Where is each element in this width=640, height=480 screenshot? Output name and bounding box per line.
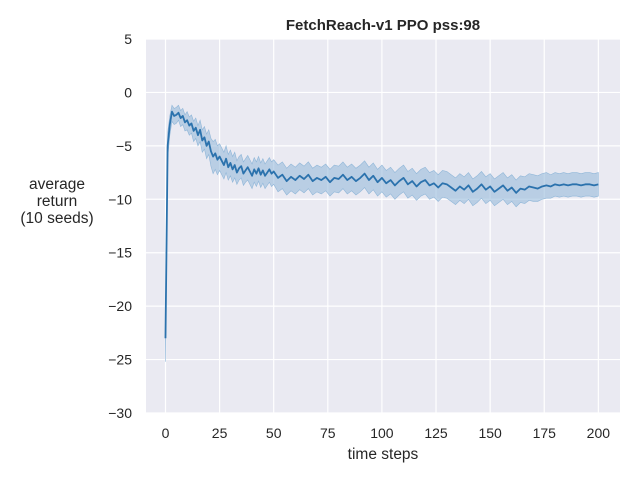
x-tick-label: 200 [587,425,611,441]
x-tick-label: 175 [533,425,557,441]
x-tick-label: 50 [266,425,282,441]
x-tick-label: 25 [212,425,228,441]
plot-area [146,39,620,413]
chart-title: FetchReach-v1 PPO pss:98 [286,17,480,34]
mean-return-line [164,110,599,339]
y-axis-label-line-1: average [29,176,85,193]
x-tick-label: 125 [424,425,448,441]
y-tick-label: −30 [108,405,132,421]
x-axis-label: time steps [348,446,419,463]
x-tick-labels: 0 25 50 75 100 125 150 175 200 [162,425,611,441]
y-axis-label-line-3: (10 seeds) [20,210,93,227]
y-tick-label: −10 [108,191,132,207]
y-tick-label: −15 [108,245,132,261]
y-axis-label-line-2: return [37,193,78,210]
y-tick-label: 0 [124,84,132,100]
y-tick-label: −25 [108,352,132,368]
y-axis-label: average return (10 seeds) [20,176,93,227]
x-tick-label: 0 [162,425,170,441]
y-tick-label: −20 [108,298,132,314]
x-tick-label: 100 [370,425,394,441]
y-tick-label: 5 [124,31,132,47]
confidence-band [165,104,599,362]
x-tick-label: 75 [320,425,336,441]
y-tick-labels: 5 0 −5 −10 −15 −20 −25 −30 [108,31,132,421]
y-tick-label: −5 [116,138,132,154]
x-tick-label: 150 [478,425,502,441]
